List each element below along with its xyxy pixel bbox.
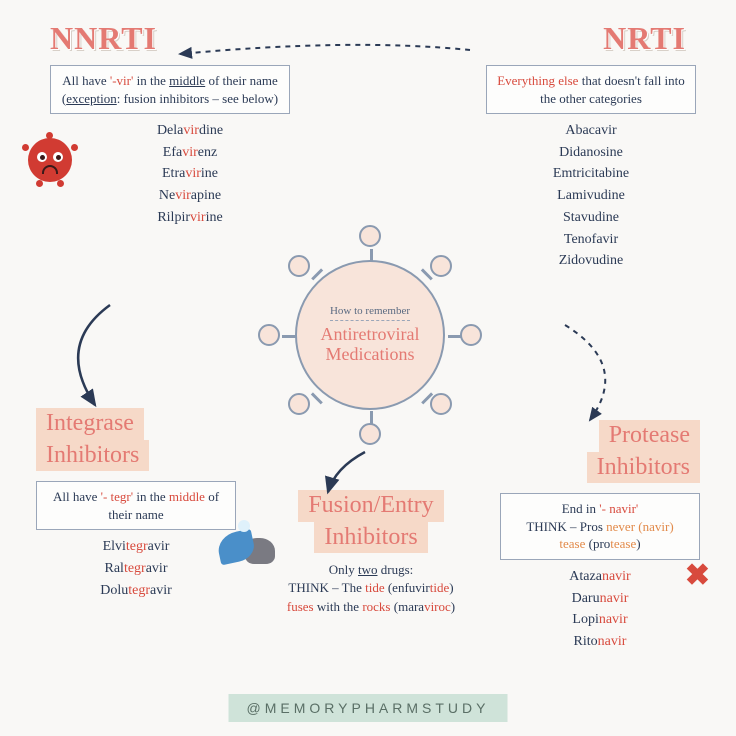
center-title-1: Antiretroviral xyxy=(321,325,420,345)
center-pretitle: How to remember xyxy=(330,305,410,321)
fusion-rule: Only two drugs:THINK – The tide (enfuvir… xyxy=(256,561,486,616)
nrti-section: NRTI Everything else that doesn't fall i… xyxy=(486,20,696,272)
center-title-2: Medications xyxy=(326,345,415,365)
integrase-section: Integrase Inhibitors All have '- tegr' i… xyxy=(36,408,236,601)
protease-drugs: AtazanavirDarunavirLopinavirRitonavir xyxy=(500,566,700,653)
fusion-title-2: Inhibitors xyxy=(314,522,427,554)
nrti-rule: Everything else that doesn't fall into t… xyxy=(486,65,696,114)
center-virus: How to remember Antiretroviral Medicatio… xyxy=(260,225,480,445)
nrti-title: NRTI xyxy=(486,20,696,57)
arrow-center-to-fusion xyxy=(310,450,390,510)
footer-handle: @MEMORYPHARMSTUDY xyxy=(229,694,508,722)
protease-section: Protease Inhibitors End in '- navir'THIN… xyxy=(500,420,700,653)
arrow-nnrti-to-integrase xyxy=(50,300,170,420)
integrase-drugs: ElvitegravirRaltegravirDolutegravir xyxy=(36,536,236,601)
integrase-rule: All have '- tegr' in the middle of their… xyxy=(36,481,236,530)
angry-virus-icon xyxy=(28,138,72,182)
protease-rule: End in '- navir'THINK – Pros never (navi… xyxy=(500,493,700,560)
nnrti-drugs: DelavirdineEfavirenzEtravirineNevirapine… xyxy=(50,120,290,228)
arrow-nrti-to-nnrti xyxy=(170,36,490,76)
arrow-nrti-to-protease xyxy=(510,320,650,440)
wave-rock-icon xyxy=(218,518,278,564)
protease-title-2: Inhibitors xyxy=(587,452,700,484)
integrase-title-2: Inhibitors xyxy=(36,440,149,472)
nrti-drugs: AbacavirDidanosineEmtricitabineLamivudin… xyxy=(486,120,696,272)
x-icon: ✖ xyxy=(685,558,710,593)
